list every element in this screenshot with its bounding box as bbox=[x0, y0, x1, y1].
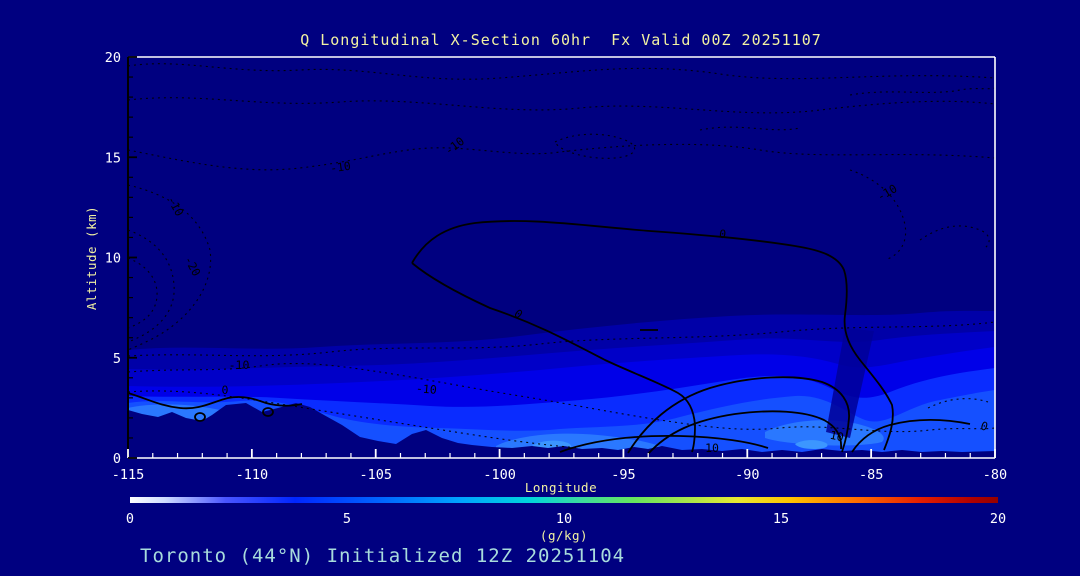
x-axis-label: Longitude bbox=[525, 480, 597, 495]
chart-title: Q Longitudinal X-Section 60hr Fx Valid 0… bbox=[300, 31, 822, 49]
x-tick-label: -110 bbox=[236, 467, 269, 483]
dotted-contours bbox=[127, 63, 996, 449]
y-tick-label: 15 bbox=[105, 150, 121, 166]
x-tick-label: -115 bbox=[112, 467, 145, 483]
x-axis-ticks: -115 -110 -105 -100 -95 -90 -85 -80 bbox=[112, 449, 1007, 483]
y-tick-label: 5 bbox=[113, 351, 121, 367]
colorbar-tick-label: 5 bbox=[343, 511, 351, 527]
y-tick-label: 20 bbox=[105, 50, 121, 66]
contour-label-solid: 10 bbox=[705, 441, 719, 455]
contour-label-dotted: -10 bbox=[329, 159, 352, 176]
contour-label-dotted: -10 bbox=[415, 381, 437, 397]
y-axis-label: Altitude (km) bbox=[84, 206, 99, 310]
x-tick-label: -105 bbox=[359, 467, 392, 483]
contour-label-solid: 0 bbox=[222, 383, 229, 397]
colorbar-tick-label: 10 bbox=[556, 511, 572, 527]
colorbar bbox=[130, 497, 998, 503]
x-tick-label: -95 bbox=[611, 467, 635, 483]
dry-slot-streak bbox=[826, 328, 874, 438]
colorbar-tick-labels: 0 5 10 15 20 bbox=[126, 511, 1006, 527]
x-tick-label: -90 bbox=[735, 467, 759, 483]
contour-label-solid: 10 bbox=[829, 428, 846, 445]
x-tick-label: -80 bbox=[983, 467, 1007, 483]
contour-label-solid: 0 bbox=[979, 418, 990, 433]
footer-init-label: Toronto (44°N) Initialized 12Z 20251104 bbox=[140, 545, 625, 567]
solid-contours bbox=[127, 220, 971, 455]
colorbar-tick-label: 20 bbox=[990, 511, 1006, 527]
colorbar-units: (g/kg) bbox=[540, 528, 588, 543]
y-tick-label: 0 bbox=[113, 451, 121, 467]
terrain-silhouette bbox=[128, 403, 995, 458]
colorbar-tick-label: 0 bbox=[126, 511, 134, 527]
x-tick-label: -85 bbox=[859, 467, 883, 483]
y-axis-ticks: 0 5 10 15 20 bbox=[105, 50, 137, 467]
contour-label-dotted: -10 bbox=[229, 358, 250, 372]
contour-label-solid: 0 bbox=[718, 227, 727, 242]
y-tick-label: 10 bbox=[105, 251, 121, 267]
colorbar-tick-label: 15 bbox=[773, 511, 789, 527]
x-tick-label: -100 bbox=[483, 467, 516, 483]
